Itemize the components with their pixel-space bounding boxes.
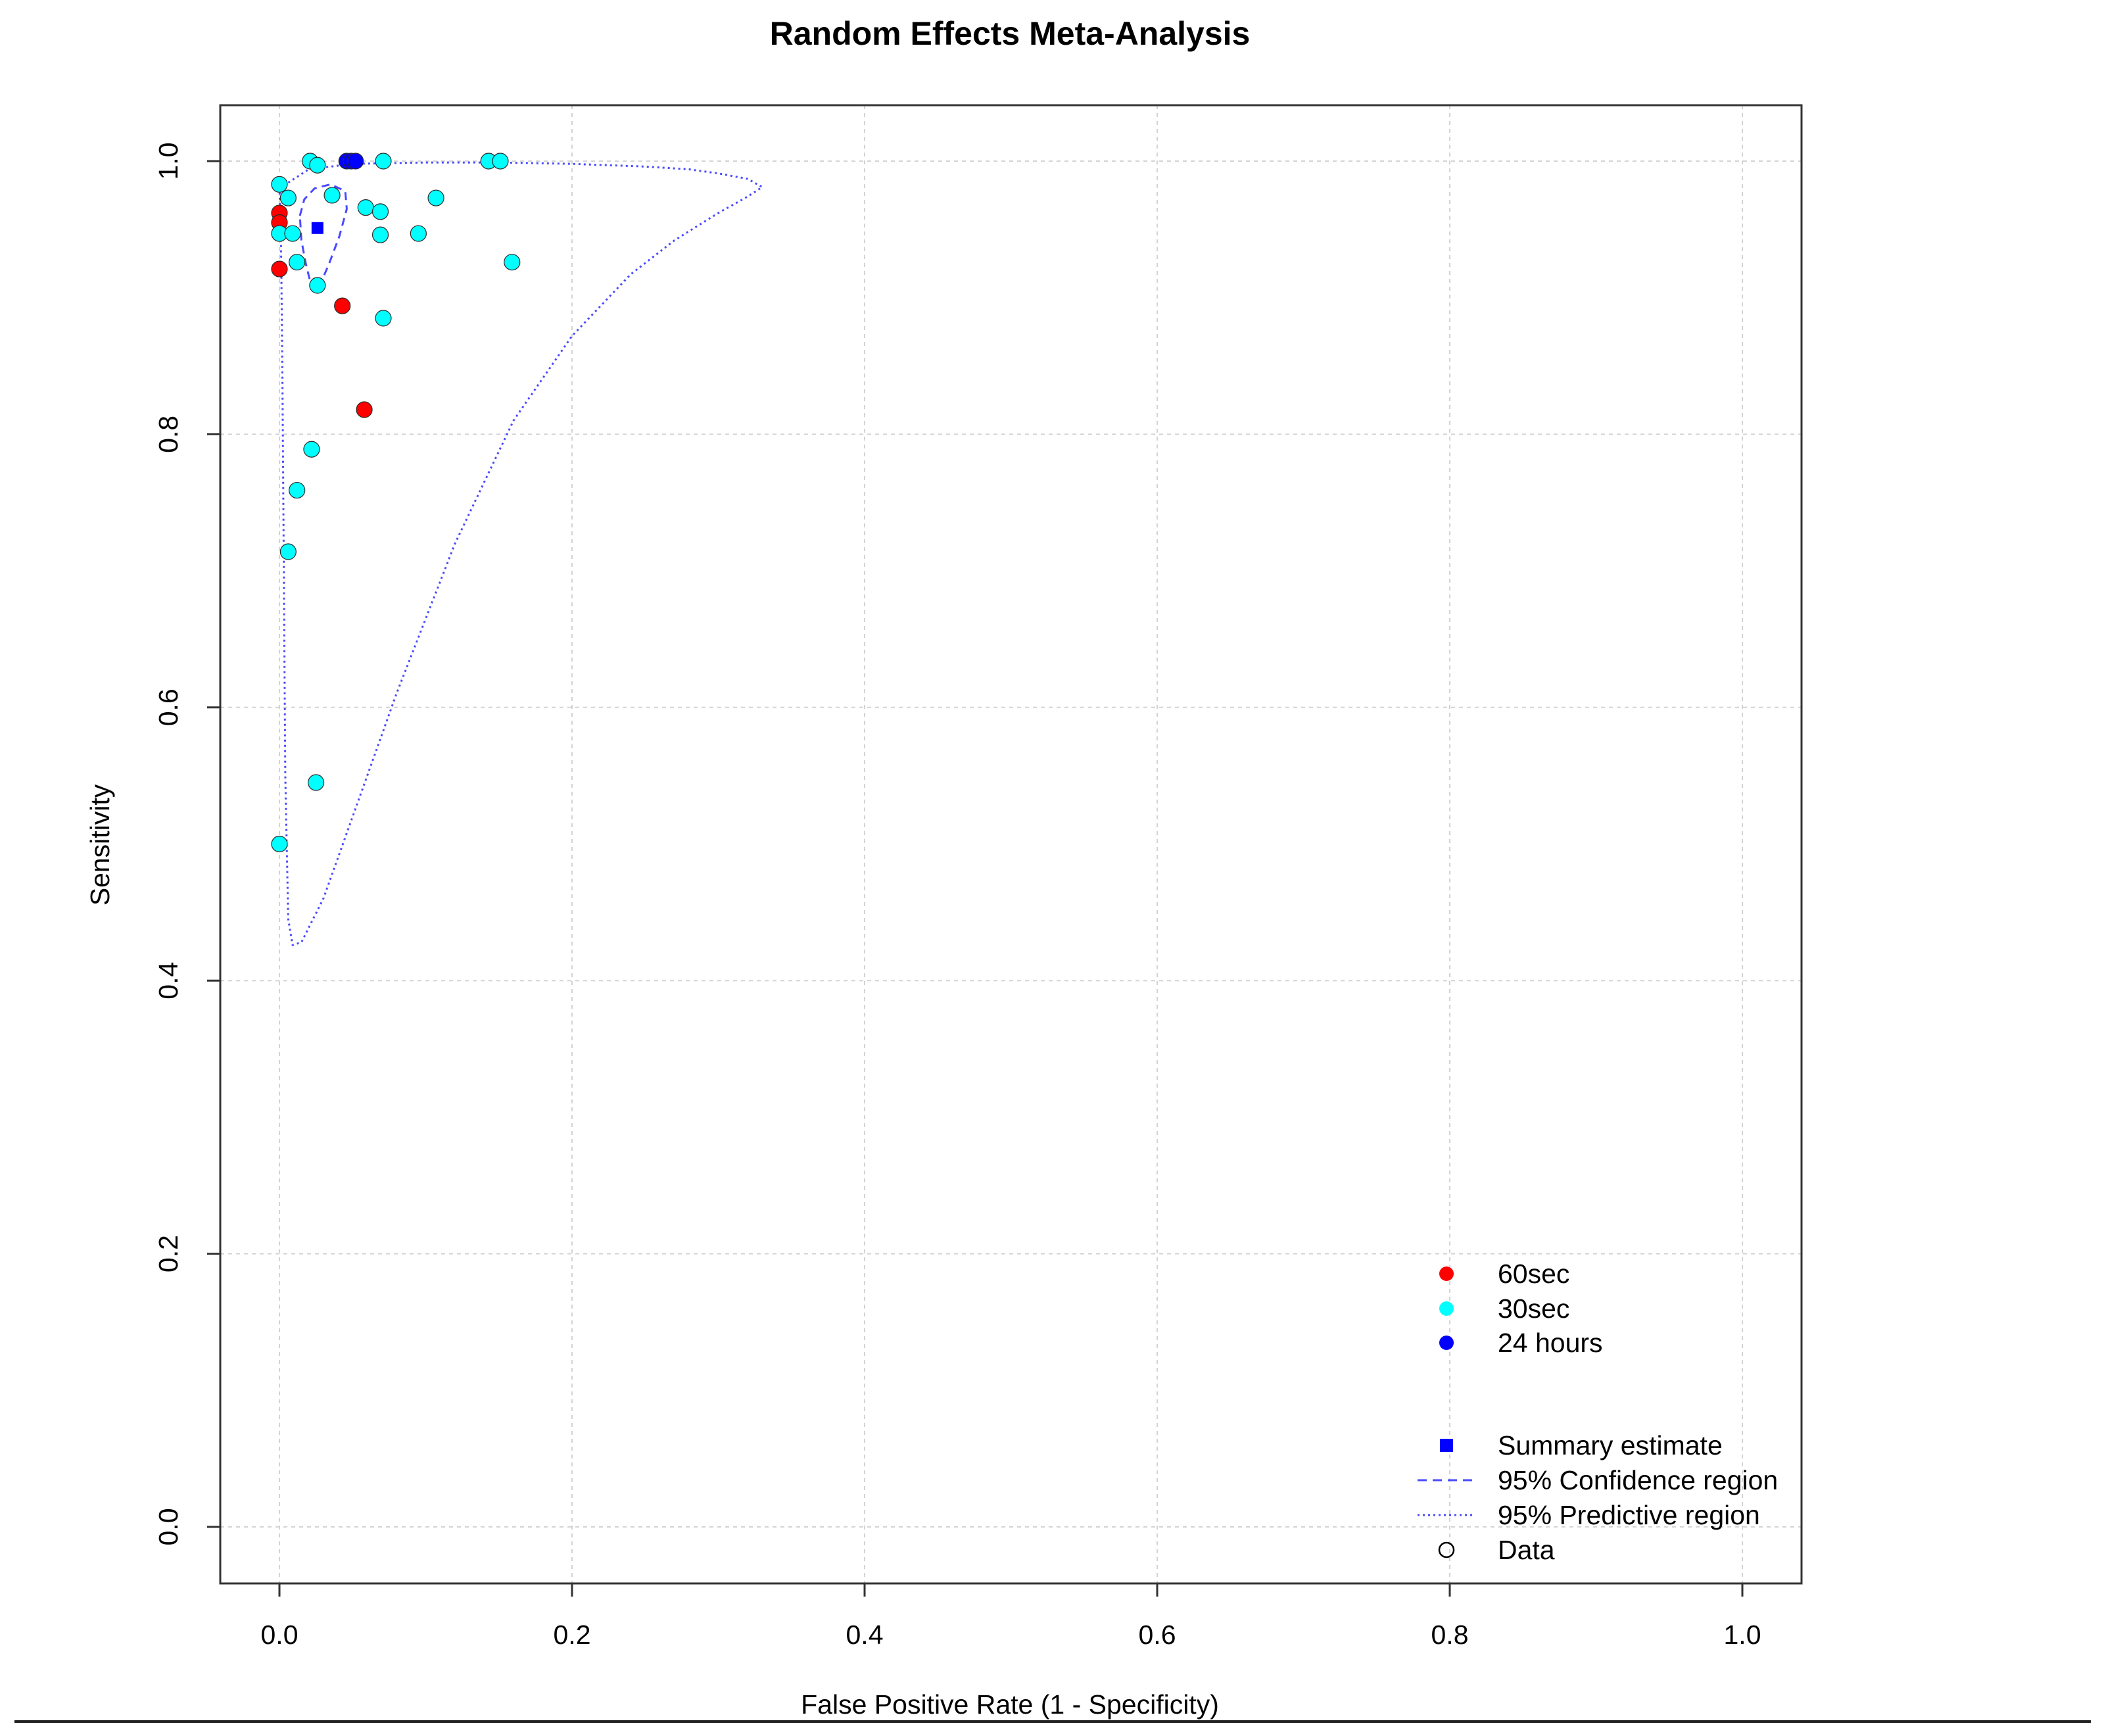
data-point: [271, 176, 288, 193]
confidence-region-curve: [299, 183, 348, 292]
x-axis-ticks: 0.0 0.2 0.4 0.6 0.8 1.0: [261, 1583, 1761, 1650]
legend-label: Data: [1498, 1535, 1555, 1565]
legend-label: 95% Predictive region: [1498, 1500, 1760, 1530]
summary-estimate-layer: [311, 222, 323, 234]
data-point: [279, 543, 297, 560]
y-axis-label: Sensitivity: [85, 784, 115, 905]
data-point: [356, 401, 373, 418]
summary-estimate-marker: [311, 222, 323, 234]
legend-label: 95% Confidence region: [1498, 1465, 1778, 1495]
data-point: [323, 187, 341, 204]
legend-marker: [1439, 1336, 1454, 1350]
confidence-region-layer: [299, 183, 348, 292]
data-points-layer: [271, 153, 521, 853]
predictive-region-layer: [278, 161, 763, 946]
y-tick-label: 0.6: [153, 688, 183, 726]
data-point: [271, 835, 288, 853]
legend-label: 60sec: [1498, 1259, 1569, 1289]
data-point: [289, 254, 306, 271]
data-point: [289, 481, 306, 499]
data-point: [371, 203, 389, 220]
y-axis-ticks: 0.0 0.2 0.4 0.6 0.8 1.0: [153, 143, 220, 1546]
y-tick-label: 0.4: [153, 962, 183, 1000]
legend-label: Summary estimate: [1498, 1430, 1723, 1460]
legend-summary-marker: [1440, 1439, 1453, 1452]
x-tick-label: 0.8: [1431, 1620, 1469, 1650]
data-point: [308, 774, 325, 791]
data-point: [303, 441, 320, 458]
data-point: [427, 189, 444, 206]
data-point: [347, 153, 364, 170]
x-tick-label: 1.0: [1724, 1620, 1761, 1650]
y-tick-label: 1.0: [153, 143, 183, 180]
data-point: [371, 226, 389, 243]
data-point: [334, 297, 351, 314]
data-point: [492, 153, 509, 170]
x-tick-label: 0.0: [261, 1620, 299, 1650]
data-point: [271, 260, 288, 277]
legend-marker: [1439, 1301, 1454, 1316]
data-point: [504, 254, 521, 271]
x-tick-label: 0.4: [846, 1620, 884, 1650]
data-point: [410, 225, 427, 242]
data-point: [375, 153, 392, 170]
legend-data-marker: [1438, 1541, 1455, 1558]
x-axis-label: False Positive Rate (1 - Specificity): [801, 1689, 1219, 1720]
data-point: [357, 199, 374, 216]
data-point: [284, 225, 301, 242]
grid-lines: [220, 105, 1802, 1583]
legend-label: 30sec: [1498, 1293, 1569, 1324]
data-point: [279, 189, 297, 206]
legend: 60sec 30sec 24 hours Summary estimate 95% Co…: [1418, 1259, 1778, 1565]
legend-marker: [1439, 1266, 1454, 1281]
plot-frame: [219, 104, 1803, 1585]
data-point: [309, 157, 326, 174]
data-point: [309, 277, 326, 294]
legend-label: 24 hours: [1498, 1328, 1603, 1358]
y-tick-label: 0.2: [153, 1235, 183, 1272]
predictive-region-curve: [278, 161, 763, 946]
chart-title: Random Effects Meta-Analysis: [770, 15, 1251, 52]
y-tick-label: 0.8: [153, 416, 183, 453]
y-tick-label: 0.0: [153, 1508, 183, 1546]
data-point: [375, 310, 392, 327]
x-tick-label: 0.6: [1139, 1620, 1176, 1650]
x-tick-label: 0.2: [554, 1620, 591, 1650]
